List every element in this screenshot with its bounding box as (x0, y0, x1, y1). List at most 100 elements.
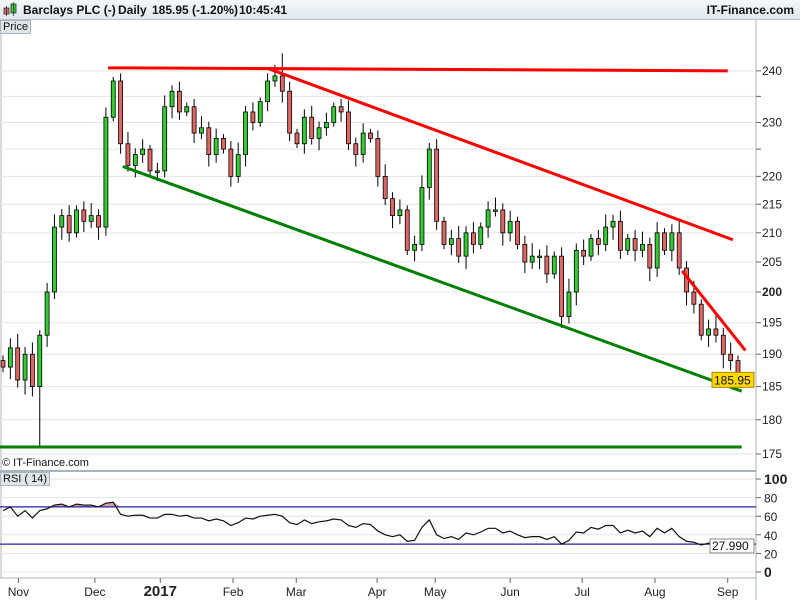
candle (338, 98, 344, 122)
candle (713, 315, 719, 343)
candle-body (257, 101, 263, 123)
candle-body (22, 353, 28, 381)
candle-body (74, 209, 79, 234)
candle (206, 121, 212, 167)
candle-body (676, 232, 682, 269)
candle-body (669, 232, 675, 251)
candle-body (353, 143, 359, 155)
rsi-panel-label: RSI ( 14) (0, 472, 51, 486)
candle (662, 228, 667, 255)
candle-body (500, 209, 506, 234)
y-tick-label: 210 (762, 226, 782, 240)
candle (647, 237, 653, 282)
last-price-label: 185.95 (714, 373, 751, 387)
candle (610, 214, 616, 240)
candle-body (294, 132, 300, 145)
candle-body (279, 75, 285, 92)
resistance-trendline (267, 66, 734, 242)
x-tick-label: Dec (84, 585, 105, 599)
candle-body (544, 255, 550, 275)
y-tick-label: 185 (762, 380, 782, 394)
resistance-trendline (108, 66, 728, 73)
candle-body (360, 132, 366, 155)
candle (235, 142, 241, 183)
candle-body (412, 244, 418, 251)
candle (88, 203, 94, 228)
candle-body (493, 209, 498, 212)
candle-body (610, 220, 616, 228)
candle-body (456, 238, 462, 257)
candle (221, 134, 226, 154)
rsi-y-tick-label: 100 (764, 471, 788, 487)
candle (382, 164, 388, 206)
candle-body (147, 148, 153, 172)
candle-body (309, 116, 315, 139)
candle (669, 224, 675, 262)
candle-body (698, 303, 704, 336)
rsi-y-tick-label: 80 (764, 492, 778, 506)
candle (360, 123, 366, 163)
candle-body (625, 238, 631, 251)
candle (0, 355, 6, 373)
candle (81, 201, 87, 232)
candle (294, 128, 300, 149)
candle (37, 330, 43, 448)
candle (66, 205, 72, 242)
candle-body (368, 132, 373, 139)
candle (441, 216, 447, 250)
candle (199, 116, 204, 140)
candle (250, 102, 256, 131)
candle-body (448, 238, 454, 245)
candle (147, 144, 153, 176)
y-tick-label: 200 (762, 285, 782, 299)
candle (265, 73, 271, 112)
candle-body (29, 353, 35, 387)
candle (640, 231, 645, 258)
candle-body (485, 209, 491, 228)
candle (500, 203, 506, 246)
y-tick-label: 240 (762, 64, 782, 78)
y-tick-label: 180 (762, 413, 782, 427)
candle (59, 209, 65, 240)
title-bar: Barclays PLC (-) Daily 185.95 (-1.20%) 1… (0, 0, 800, 20)
interval[interactable]: Daily (118, 3, 147, 17)
candle-body (301, 116, 307, 145)
candle (331, 102, 337, 127)
candle-body (228, 148, 234, 177)
x-tick-label: Sep (717, 585, 739, 599)
candle-body (382, 175, 388, 200)
candle-body (375, 137, 381, 177)
candle (22, 346, 28, 395)
candle (588, 233, 594, 261)
candle-body (573, 249, 579, 293)
candle-body (191, 106, 197, 134)
y-tick-label: 195 (762, 316, 782, 330)
candle (434, 139, 440, 230)
candle (125, 131, 131, 172)
candle (368, 128, 373, 143)
candle (625, 233, 631, 255)
candle-body (640, 244, 645, 251)
candle (279, 53, 285, 103)
y-tick-label: 205 (762, 255, 782, 269)
candle-body (713, 328, 719, 336)
candle-body (434, 148, 440, 222)
candle-body (662, 232, 667, 251)
last-price-badge (711, 371, 755, 388)
rsi-last-value-badge (709, 538, 755, 554)
candle-body (515, 220, 520, 245)
candle (375, 130, 381, 187)
candle (52, 214, 57, 299)
candle (559, 247, 564, 329)
candle (118, 73, 123, 154)
candle (15, 333, 21, 388)
candle (478, 222, 484, 250)
candle-body (7, 347, 13, 368)
candle (191, 98, 197, 143)
candle-body (199, 127, 204, 134)
copyright: © IT-Finance.com (2, 457, 89, 469)
candle-body (140, 148, 146, 155)
candle (581, 239, 587, 266)
candle-body (103, 116, 109, 228)
